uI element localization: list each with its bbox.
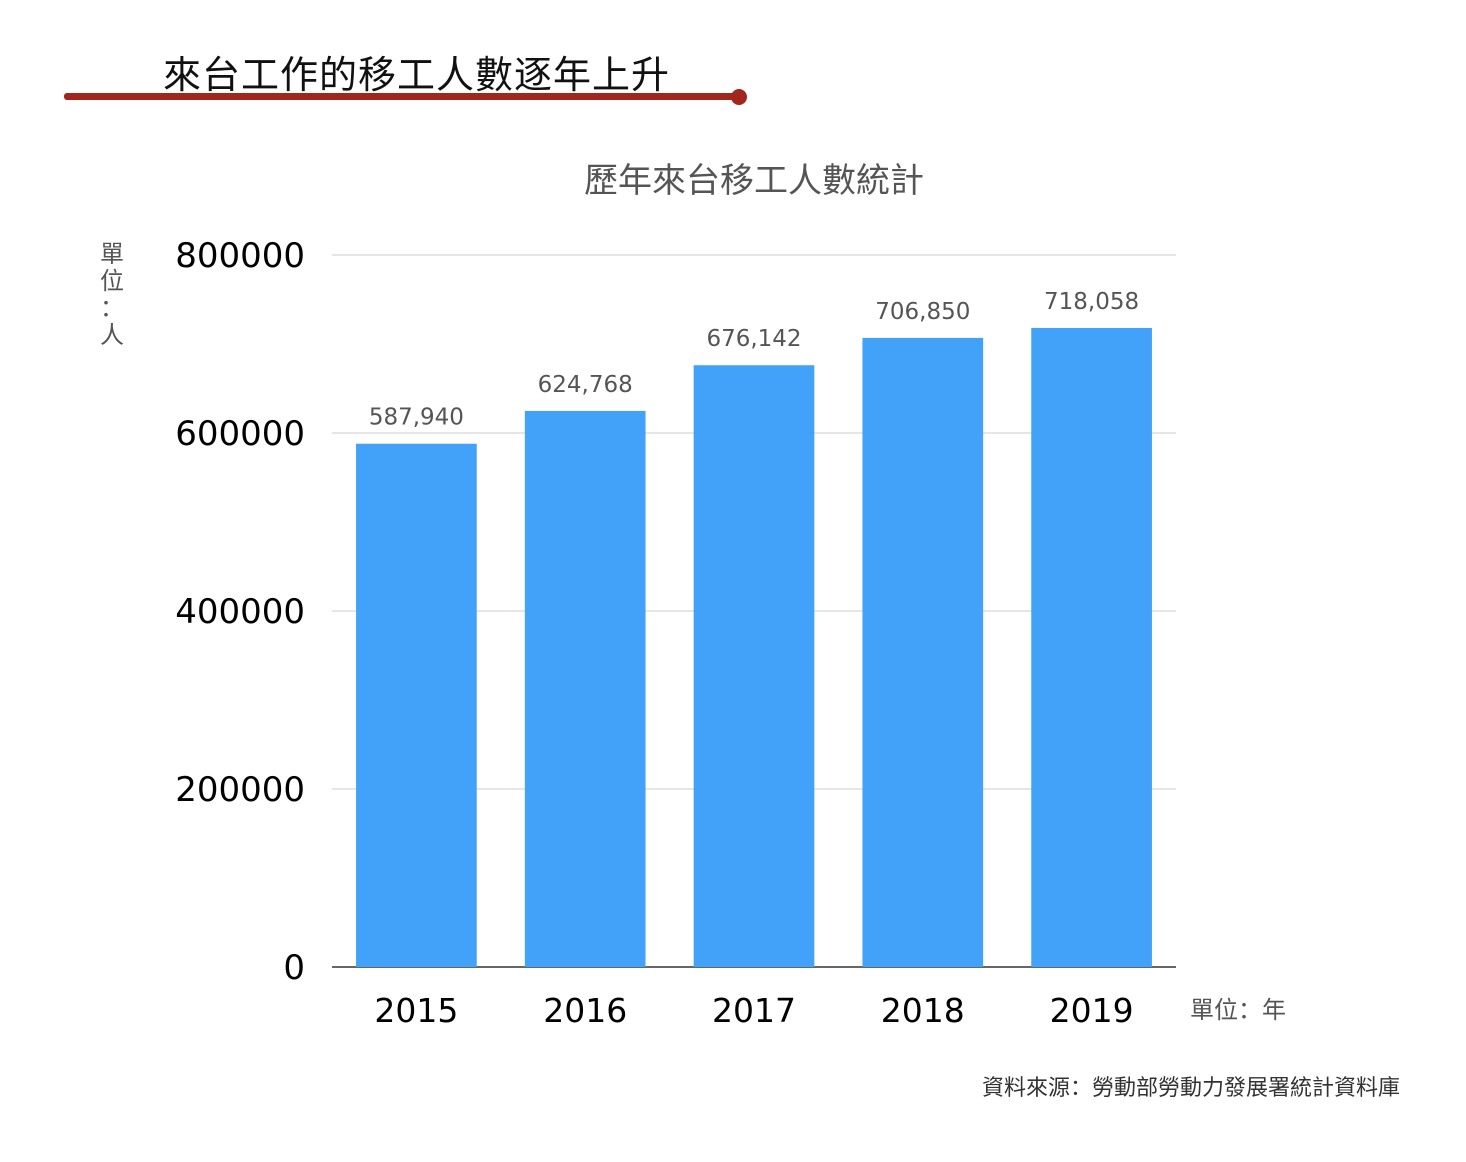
y-axis-unit-char: 單 (100, 240, 124, 268)
bar-value-label: 718,058 (1044, 289, 1139, 315)
x-axis-unit: 單位：年 (1190, 996, 1286, 1024)
bar-value-label: 676,142 (706, 326, 801, 352)
bar-value-label: 587,940 (369, 405, 464, 431)
headline: 來台工作的移工人數逐年上升 (163, 53, 671, 97)
bars (356, 327, 1152, 968)
y-tick-label: 0 (283, 948, 305, 988)
headline-dot (731, 89, 747, 105)
bar-2019 (1031, 327, 1152, 968)
x-tick-label: 2016 (543, 991, 627, 1030)
x-tick-label: 2015 (374, 991, 458, 1030)
y-tick-label: 200000 (175, 770, 305, 810)
bar-value-label: 624,768 (538, 372, 633, 398)
x-axis-ticks: 2015 2016 2017 2018 2019 (374, 991, 1133, 1030)
y-tick-label: 600000 (175, 414, 305, 454)
bar-2015 (356, 443, 477, 967)
y-axis-unit: 單位：人 (100, 240, 124, 349)
x-tick-label: 2018 (881, 991, 965, 1030)
chart-title: 歷年來台移工人數統計 (584, 161, 924, 201)
x-tick-label: 2017 (712, 991, 796, 1030)
y-tick-label: 800000 (175, 236, 305, 276)
bar-value-label: 706,850 (875, 299, 970, 325)
y-axis-ticks: 0 200000 400000 600000 800000 (175, 236, 305, 988)
bar-labels: 587,940 624,768 676,142 706,850 718,058 (369, 289, 1139, 431)
y-axis-unit-char: 人 (100, 321, 124, 349)
bar-2018 (862, 337, 984, 967)
bar-2017 (693, 365, 815, 967)
y-axis-unit-char: ： (100, 294, 124, 322)
x-tick-label: 2019 (1050, 991, 1134, 1030)
y-axis-unit-char: 位 (100, 267, 124, 295)
headline-rule (64, 93, 740, 100)
y-tick-label: 400000 (175, 592, 305, 632)
source-note: 資料來源：勞動部勞動力發展署統計資料庫 (981, 1076, 1400, 1101)
bar-2016 (524, 410, 646, 967)
